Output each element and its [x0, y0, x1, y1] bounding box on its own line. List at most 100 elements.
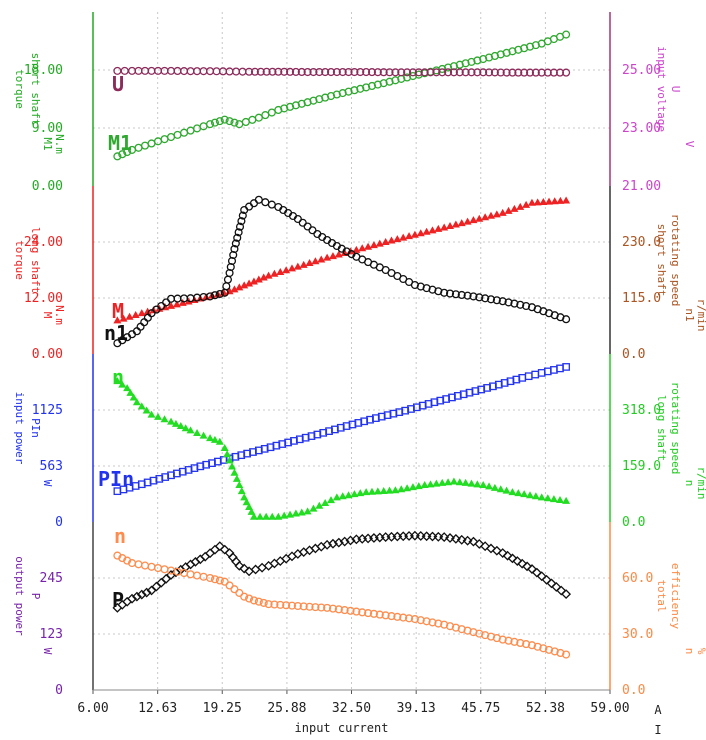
- data-point: [199, 122, 208, 131]
- data-point: [455, 68, 464, 77]
- right-tick-label: 23.00: [622, 121, 661, 136]
- data-point: [166, 66, 176, 75]
- data-point: [225, 456, 234, 464]
- data-point: [358, 608, 367, 617]
- data-point: [438, 478, 447, 486]
- data-point: [410, 230, 419, 238]
- data-point: [473, 480, 482, 488]
- series-n-panel-2: [113, 377, 571, 520]
- data-point: [147, 66, 156, 75]
- data-point: [239, 563, 250, 574]
- data-point: [142, 406, 151, 414]
- data-point: [405, 614, 414, 623]
- data-point: [536, 571, 547, 582]
- data-point: [543, 494, 552, 502]
- data-point: [562, 196, 571, 204]
- data-point: [113, 152, 122, 161]
- data-point: [462, 535, 473, 546]
- data-point: [379, 68, 388, 77]
- data-point: [481, 294, 490, 303]
- data-point: [234, 560, 245, 571]
- data-point: [517, 558, 528, 569]
- data-point: [303, 67, 312, 77]
- data-point: [287, 264, 296, 272]
- data-point: [362, 488, 371, 496]
- data-point: [268, 67, 277, 76]
- data-point: [490, 68, 499, 77]
- data-point: [206, 120, 215, 129]
- data-point: [113, 377, 122, 385]
- data-point: [525, 68, 535, 77]
- data-point: [533, 198, 542, 206]
- data-point: [550, 197, 559, 205]
- data-point: [241, 117, 250, 127]
- data-point: [235, 481, 244, 489]
- data-point: [193, 571, 202, 580]
- left-tick-label: 123: [40, 627, 63, 642]
- data-point: [340, 606, 349, 615]
- data-point: [160, 135, 169, 144]
- data-point: [286, 510, 295, 518]
- left-axis-label: torque: [13, 69, 26, 109]
- right-tick-label: 25.00: [622, 63, 661, 78]
- data-point: [280, 511, 289, 519]
- data-point: [414, 68, 423, 77]
- data-point: [127, 593, 137, 604]
- data-point: [160, 415, 169, 423]
- series-n-panel-3: [113, 551, 571, 659]
- data-point: [193, 67, 202, 76]
- data-point: [504, 636, 513, 645]
- data-point: [449, 477, 458, 485]
- right-axis-label: U: [669, 86, 682, 93]
- data-point: [323, 603, 332, 612]
- data-point: [539, 644, 548, 653]
- data-point: [141, 587, 152, 598]
- x-tick-label: 6.00: [77, 701, 108, 716]
- data-point: [237, 487, 246, 495]
- data-point: [445, 622, 455, 631]
- data-point: [473, 68, 482, 77]
- data-point: [356, 67, 365, 77]
- data-point: [434, 619, 443, 628]
- data-point: [364, 242, 373, 250]
- data-point: [173, 294, 182, 303]
- data-point: [332, 493, 341, 501]
- data-point: [297, 67, 306, 77]
- data-point: [403, 68, 412, 77]
- data-point: [315, 501, 324, 509]
- data-point: [356, 84, 365, 93]
- data-point: [426, 480, 435, 488]
- data-point: [240, 281, 249, 289]
- data-point: [522, 301, 531, 311]
- x-tick-label: 25.88: [267, 701, 306, 716]
- data-point: [504, 298, 513, 307]
- data-point: [240, 493, 249, 501]
- data-point: [451, 220, 460, 228]
- data-point: [223, 275, 232, 284]
- data-point: [311, 257, 320, 265]
- data-point: [562, 315, 571, 324]
- data-point: [391, 68, 400, 77]
- data-point: [463, 291, 472, 300]
- data-point: [276, 600, 285, 609]
- data-point: [350, 86, 359, 95]
- series-name-label: n: [114, 524, 126, 548]
- data-point: [455, 478, 464, 486]
- data-point: [387, 612, 396, 621]
- data-point: [514, 489, 523, 497]
- data-point: [444, 63, 453, 72]
- left-axis-label: input power: [13, 392, 26, 465]
- data-point: [210, 118, 219, 127]
- data-point: [134, 143, 143, 152]
- data-point: [154, 412, 163, 420]
- data-point: [507, 553, 518, 564]
- data-point: [256, 512, 265, 520]
- left-axis-label: N.m: [53, 305, 66, 325]
- data-point: [549, 68, 558, 77]
- x-axis-label: input current: [295, 721, 389, 735]
- data-point: [397, 68, 406, 77]
- data-point: [367, 68, 377, 77]
- data-point: [369, 609, 378, 618]
- data-point: [457, 219, 466, 227]
- data-point: [274, 67, 283, 76]
